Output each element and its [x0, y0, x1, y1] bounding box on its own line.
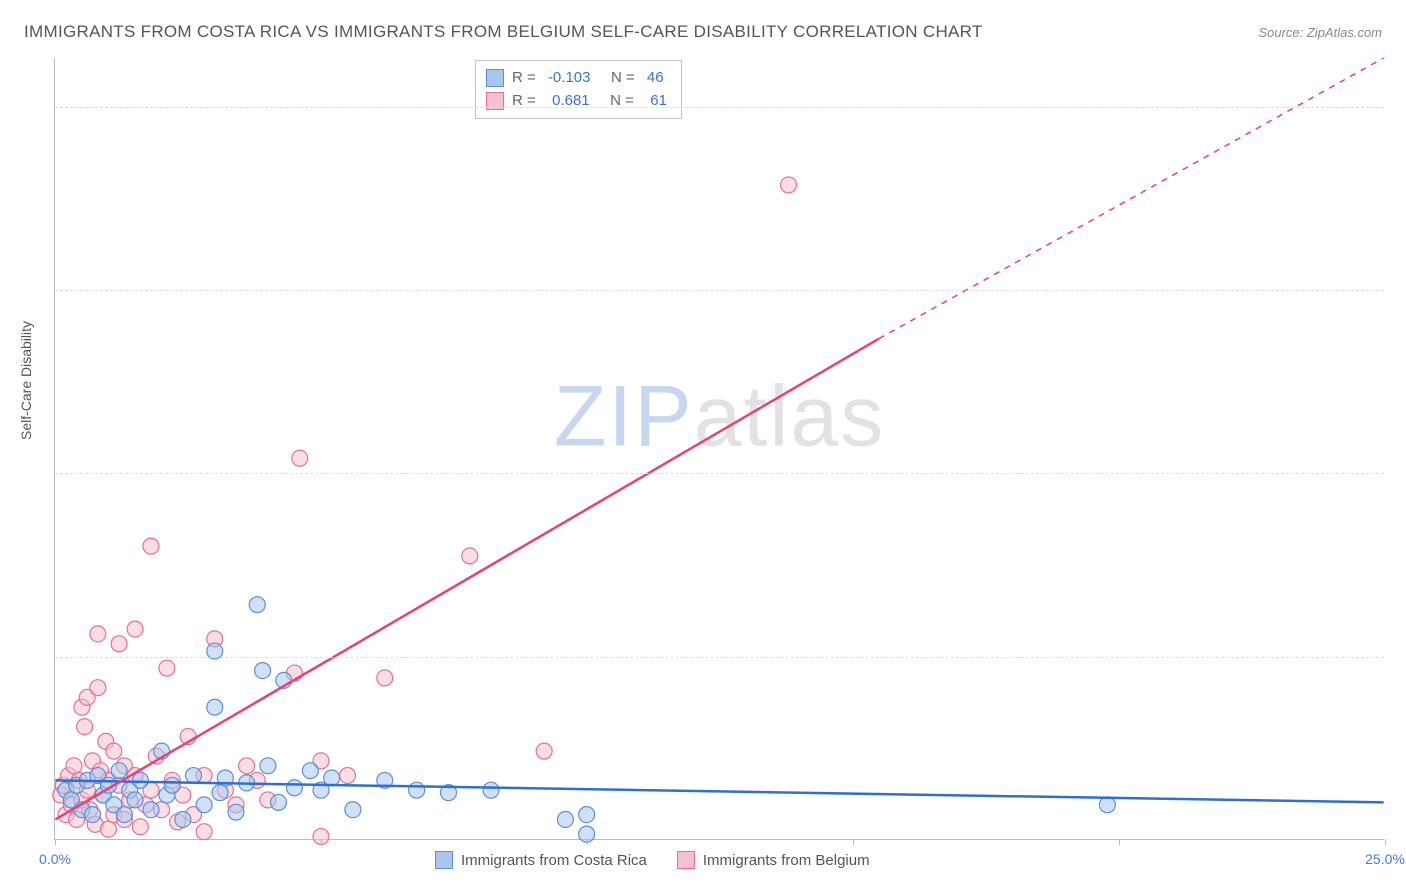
x-tick-label: 25.0%	[1365, 851, 1405, 867]
stats-n-value-2: 61	[650, 90, 667, 113]
x-tick-mark	[1385, 839, 1386, 845]
source-label: Source: ZipAtlas.com	[1258, 25, 1382, 40]
stats-n-value-1: 46	[647, 67, 664, 90]
legend-item-costa-rica: Immigrants from Costa Rica	[435, 851, 647, 869]
chart-title: IMMIGRANTS FROM COSTA RICA VS IMMIGRANTS…	[24, 22, 983, 42]
chart-svg	[55, 58, 1384, 839]
stats-box: R = -0.103 N = 46 R = 0.681 N = 61	[475, 60, 682, 119]
y-axis-label: Self-Care Disability	[18, 321, 34, 440]
y-tick-label: 15.0%	[1391, 465, 1406, 481]
stats-r-value-2: 0.681	[552, 90, 590, 113]
legend-swatch-costa-rica	[435, 851, 453, 869]
legend-label-costa-rica: Immigrants from Costa Rica	[461, 852, 647, 869]
x-tick-label: 0.0%	[39, 851, 71, 867]
x-tick-mark	[853, 839, 854, 845]
y-tick-label: 7.5%	[1391, 649, 1406, 665]
stats-n-label: N =	[598, 67, 638, 90]
legend: Immigrants from Costa Rica Immigrants fr…	[435, 851, 870, 869]
stats-row-costa-rica: R = -0.103 N = 46	[486, 67, 667, 90]
title-bar: IMMIGRANTS FROM COSTA RICA VS IMMIGRANTS…	[24, 22, 1382, 42]
x-tick-mark	[55, 839, 56, 845]
stats-r-value-1: -0.103	[548, 67, 591, 90]
stats-n-label: N =	[598, 90, 643, 113]
plot-area: ZIPatlas R = -0.103 N = 46 R = 0.681 N =…	[54, 58, 1384, 840]
y-tick-label: 30.0%	[1391, 99, 1406, 115]
stats-r-label: R =	[512, 67, 540, 90]
x-tick-mark	[1119, 839, 1120, 845]
grid-line	[55, 107, 1384, 108]
legend-label-belgium: Immigrants from Belgium	[703, 852, 870, 869]
swatch-costa-rica	[486, 69, 504, 87]
y-tick-label: 22.5%	[1391, 282, 1406, 298]
grid-line	[55, 657, 1384, 658]
x-tick-mark	[321, 839, 322, 845]
legend-item-belgium: Immigrants from Belgium	[677, 851, 870, 869]
legend-swatch-belgium	[677, 851, 695, 869]
grid-line	[55, 473, 1384, 474]
grid-line	[55, 290, 1384, 291]
stats-row-belgium: R = 0.681 N = 61	[486, 90, 667, 113]
stats-r-label: R =	[512, 90, 544, 113]
x-tick-mark	[587, 839, 588, 845]
